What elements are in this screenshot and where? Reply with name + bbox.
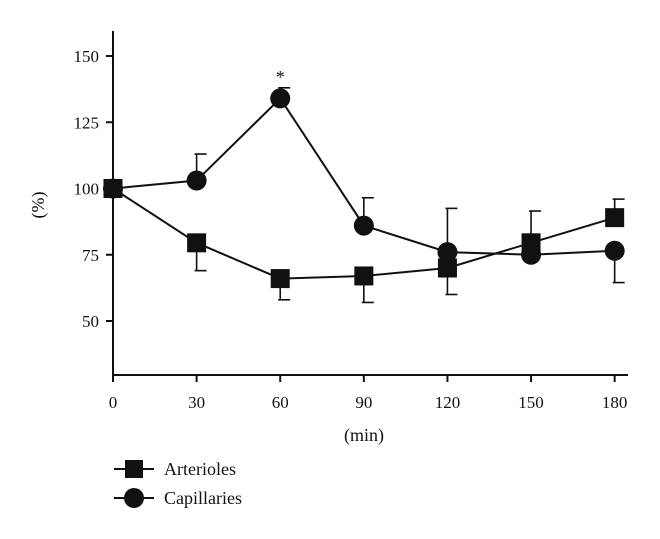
y-axis-title: (%) [28, 192, 49, 219]
x-tick-label: 120 [435, 393, 461, 412]
y-tick-label: 50 [82, 312, 99, 331]
data-point-circle [103, 178, 123, 199]
legend-square-marker [125, 460, 143, 478]
legend-label-capillaries: Capillaries [164, 488, 242, 508]
data-point-circle [437, 242, 458, 263]
legend: Arterioles Capillaries [114, 459, 242, 508]
x-axis-title: (min) [344, 425, 384, 446]
legend-circle-marker [124, 488, 144, 508]
data-point-circle [270, 88, 291, 109]
data-point-circle [353, 215, 374, 236]
x-tick-label: 90 [355, 393, 372, 412]
x-tick-label: 60 [272, 393, 289, 412]
y-tick-label: 100 [74, 180, 100, 199]
data-point-circle [604, 240, 625, 261]
data-point-square [354, 266, 374, 286]
series-capillaries [103, 87, 625, 284]
y-tick-label: 150 [74, 47, 100, 66]
series-layer [103, 87, 625, 304]
y-tick-label: 75 [82, 246, 99, 265]
series-arterioles [103, 179, 625, 304]
data-point-square [605, 208, 625, 228]
x-tick-label: 150 [518, 393, 544, 412]
annotations: * [276, 67, 285, 87]
x-tick-label: 0 [109, 393, 118, 412]
x-tick-label: 30 [188, 393, 205, 412]
data-point-square [270, 269, 290, 289]
x-tick-label: 180 [602, 393, 628, 412]
y-tick-label: 125 [74, 113, 100, 132]
data-point-square [187, 233, 207, 253]
legend-item-capillaries: Capillaries [114, 488, 242, 508]
axis-ticks: 50 75 100 125 150 0 30 60 90 120 150 180 [74, 47, 628, 412]
data-point-circle [521, 244, 542, 265]
legend-label-arterioles: Arterioles [164, 459, 236, 479]
legend-item-arterioles: Arterioles [114, 459, 236, 479]
significance-marker: * [276, 67, 285, 87]
data-point-square [437, 258, 457, 278]
data-point-circle [186, 170, 207, 191]
